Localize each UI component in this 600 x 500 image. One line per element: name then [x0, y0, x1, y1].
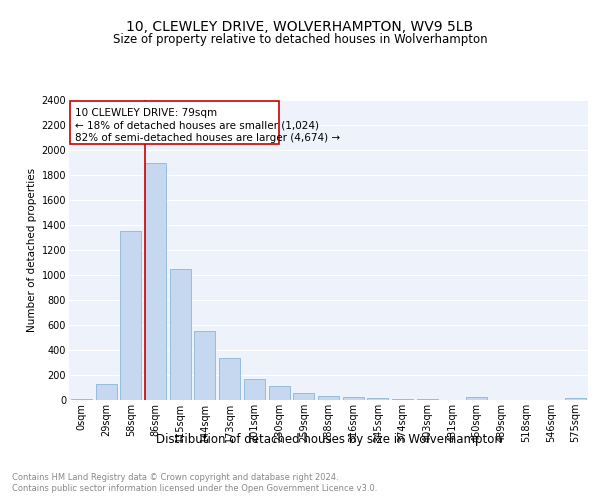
Bar	[244, 380, 265, 400]
Bar	[343, 397, 364, 400]
Bar	[392, 399, 413, 400]
Bar	[120, 231, 141, 400]
Text: Size of property relative to detached houses in Wolverhampton: Size of property relative to detached ho…	[113, 32, 487, 46]
Bar	[269, 386, 290, 400]
FancyBboxPatch shape	[70, 101, 279, 144]
Bar	[417, 399, 438, 400]
Bar	[71, 399, 92, 400]
Text: Distribution of detached houses by size in Wolverhampton: Distribution of detached houses by size …	[156, 432, 502, 446]
Text: Contains public sector information licensed under the Open Government Licence v3: Contains public sector information licen…	[12, 484, 377, 493]
Bar	[367, 398, 388, 400]
Bar	[293, 392, 314, 400]
Bar	[219, 358, 240, 400]
Text: Contains HM Land Registry data © Crown copyright and database right 2024.: Contains HM Land Registry data © Crown c…	[12, 472, 338, 482]
Text: 10, CLEWLEY DRIVE, WOLVERHAMPTON, WV9 5LB: 10, CLEWLEY DRIVE, WOLVERHAMPTON, WV9 5L…	[127, 20, 473, 34]
Text: 10 CLEWLEY DRIVE: 79sqm: 10 CLEWLEY DRIVE: 79sqm	[75, 108, 217, 118]
Bar	[194, 331, 215, 400]
Bar	[170, 269, 191, 400]
Text: 82% of semi-detached houses are larger (4,674) →: 82% of semi-detached houses are larger (…	[75, 133, 340, 143]
Bar	[145, 162, 166, 400]
Text: ← 18% of detached houses are smaller (1,024): ← 18% of detached houses are smaller (1,…	[75, 120, 319, 130]
Bar	[318, 396, 339, 400]
Y-axis label: Number of detached properties: Number of detached properties	[28, 168, 37, 332]
Bar	[466, 397, 487, 400]
Bar	[565, 398, 586, 400]
Bar	[95, 384, 116, 400]
